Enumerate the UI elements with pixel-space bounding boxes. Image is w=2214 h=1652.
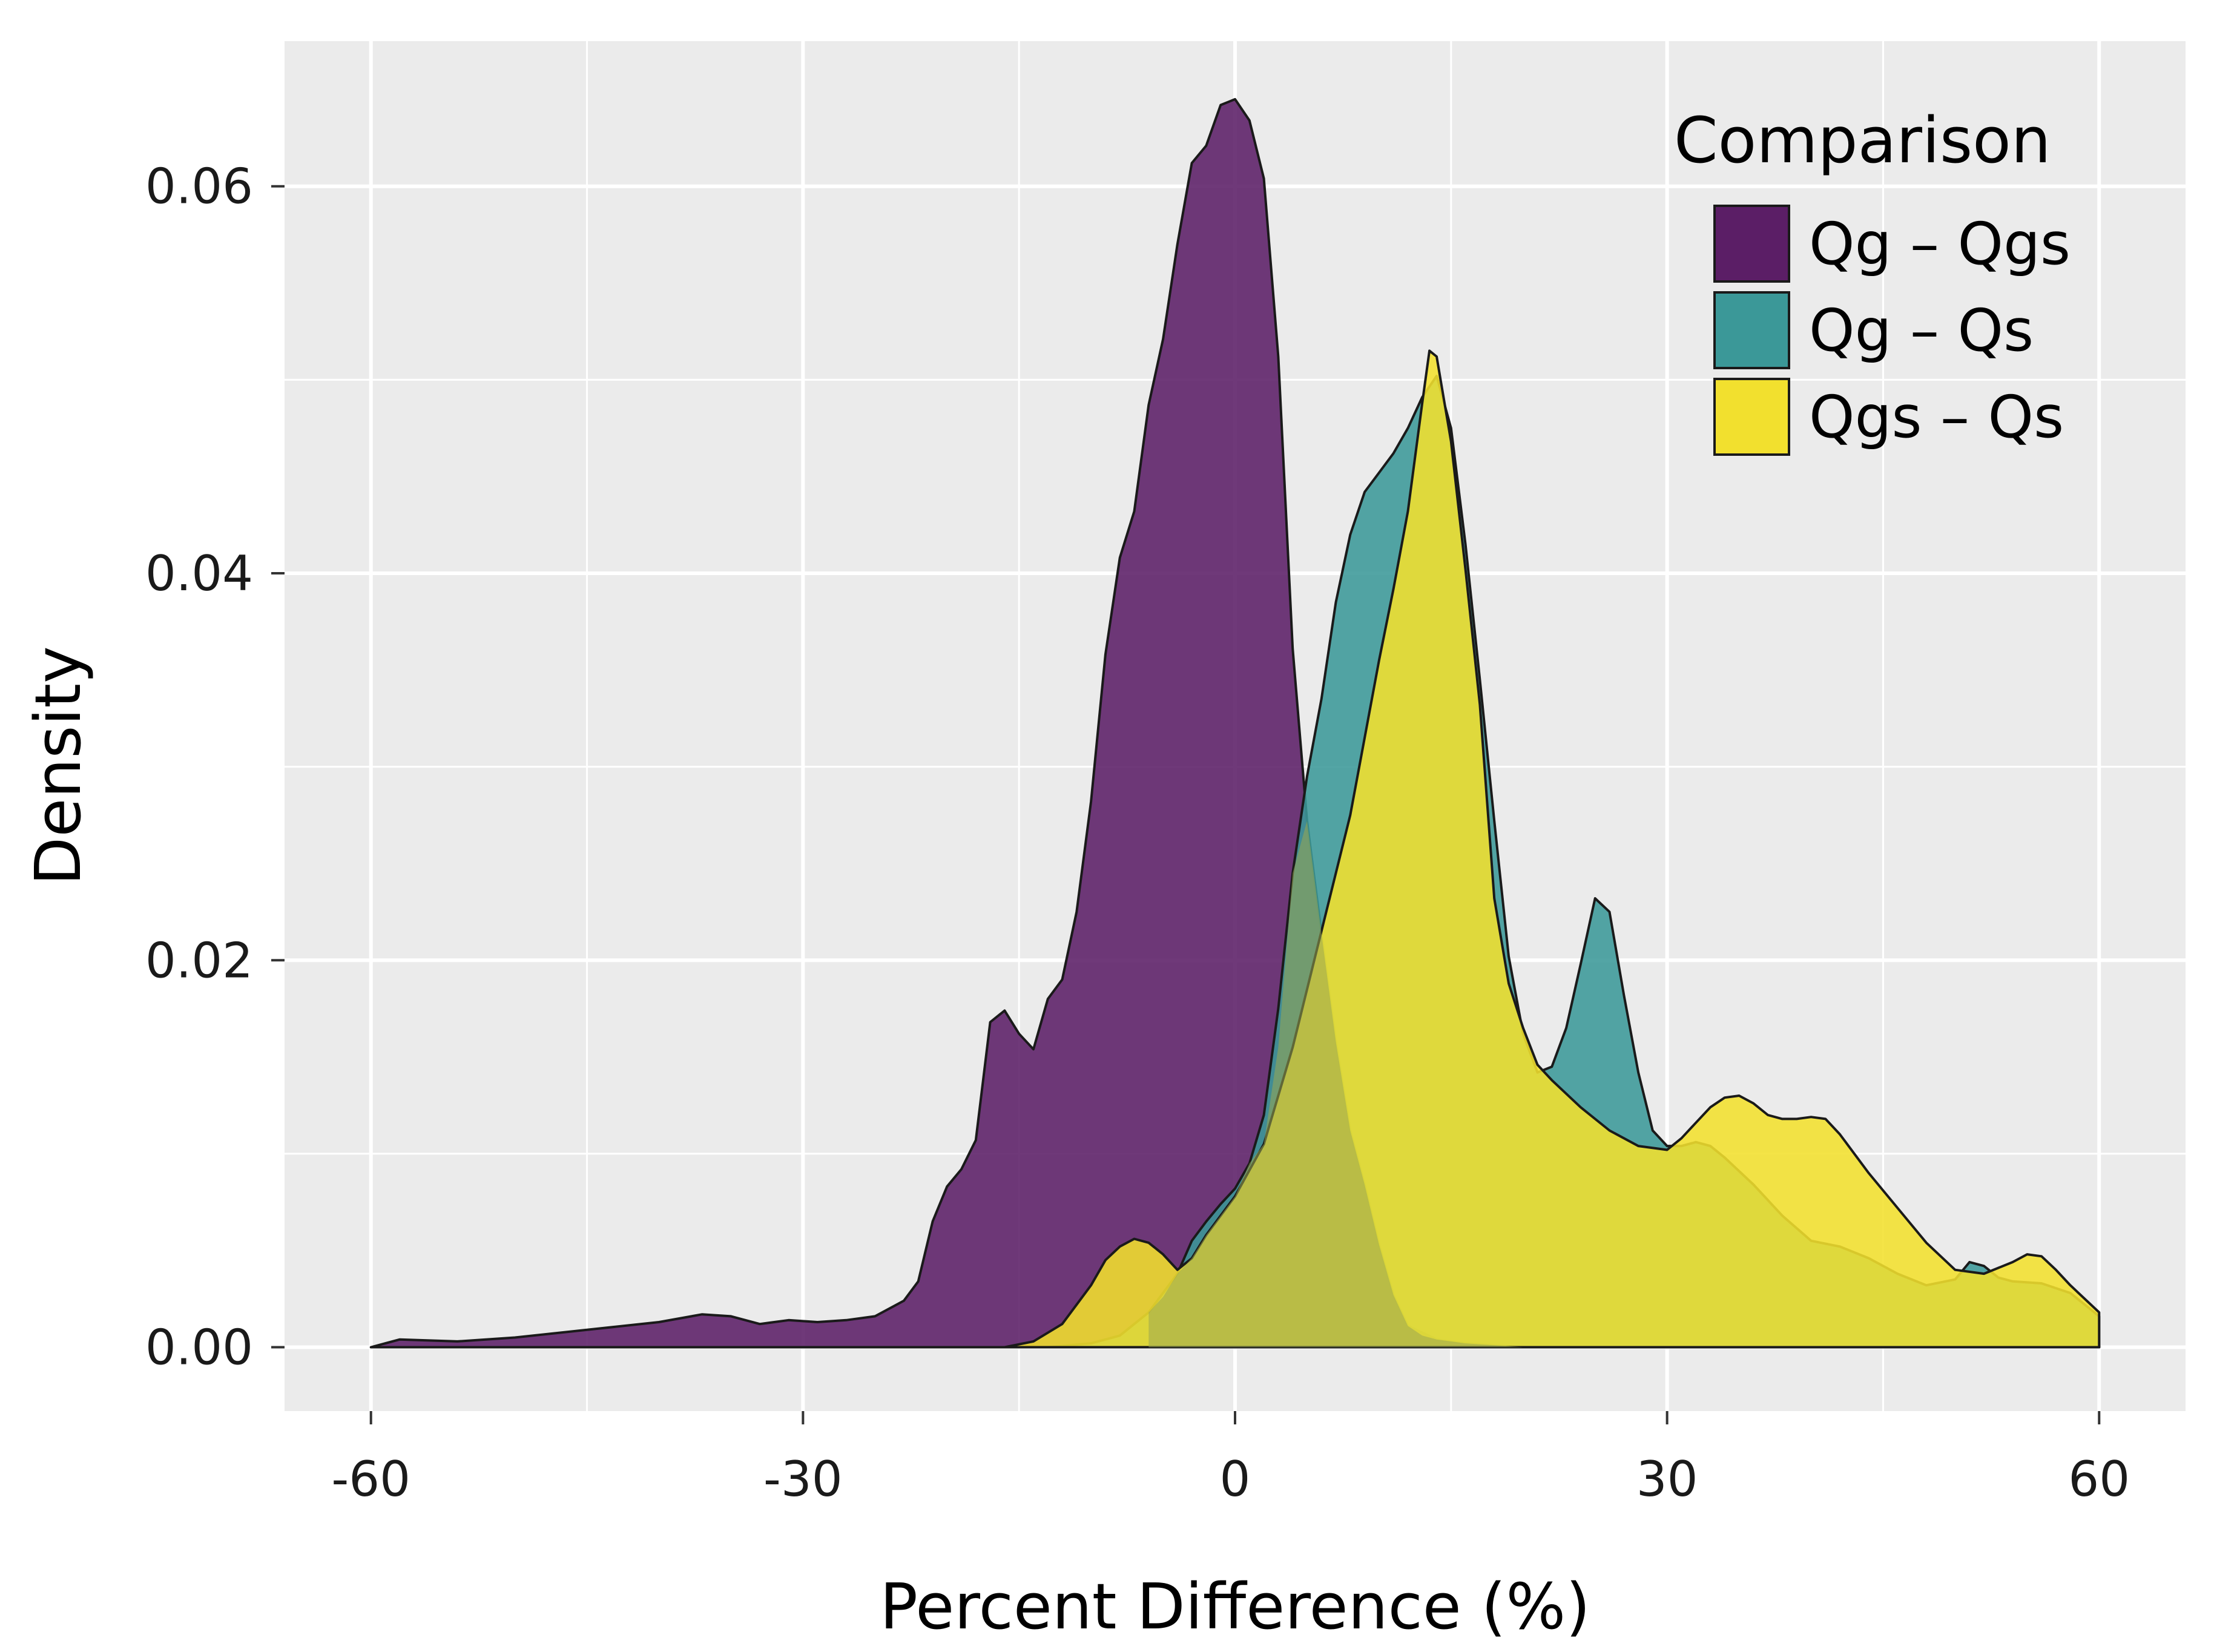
x-tick-label: 30 bbox=[1636, 1451, 1698, 1507]
y-tick-label: 0.00 bbox=[145, 1320, 253, 1376]
legend-label-qg-qgs: Qg – Qgs bbox=[1809, 210, 2071, 278]
x-axis: -60 -30 0 30 60 bbox=[331, 1411, 2130, 1507]
x-tick-label: -30 bbox=[763, 1451, 843, 1507]
legend-key-qg-qgs bbox=[1713, 205, 1790, 283]
legend-label-qgs-qs: Qgs – Qs bbox=[1809, 383, 2064, 451]
y-tick-label: 0.04 bbox=[145, 545, 253, 602]
y-tick-label: 0.02 bbox=[145, 932, 253, 989]
y-axis-title: Density bbox=[21, 646, 95, 885]
legend-label-qg-qs: Qg – Qs bbox=[1809, 297, 2034, 364]
x-tick-label: 0 bbox=[1220, 1451, 1251, 1507]
y-axis: 0.00 0.02 0.04 0.06 bbox=[145, 159, 285, 1376]
x-tick-label: 60 bbox=[2068, 1451, 2130, 1507]
density-area-overlap-all-three bbox=[1148, 821, 1523, 1348]
legend-key-qg-qs bbox=[1713, 291, 1790, 369]
legend-title: Comparison bbox=[1674, 104, 2051, 177]
legend-key-qgs-qs bbox=[1713, 378, 1790, 456]
y-tick-label: 0.06 bbox=[145, 159, 253, 215]
x-axis-title: Percent Difference (%) bbox=[880, 1570, 1590, 1644]
legend: Comparison Qg – Qgs Qg – Qs Qgs – Qs bbox=[1674, 104, 2071, 456]
x-tick-label: -60 bbox=[331, 1451, 410, 1507]
density-areas bbox=[369, 97, 2101, 1349]
